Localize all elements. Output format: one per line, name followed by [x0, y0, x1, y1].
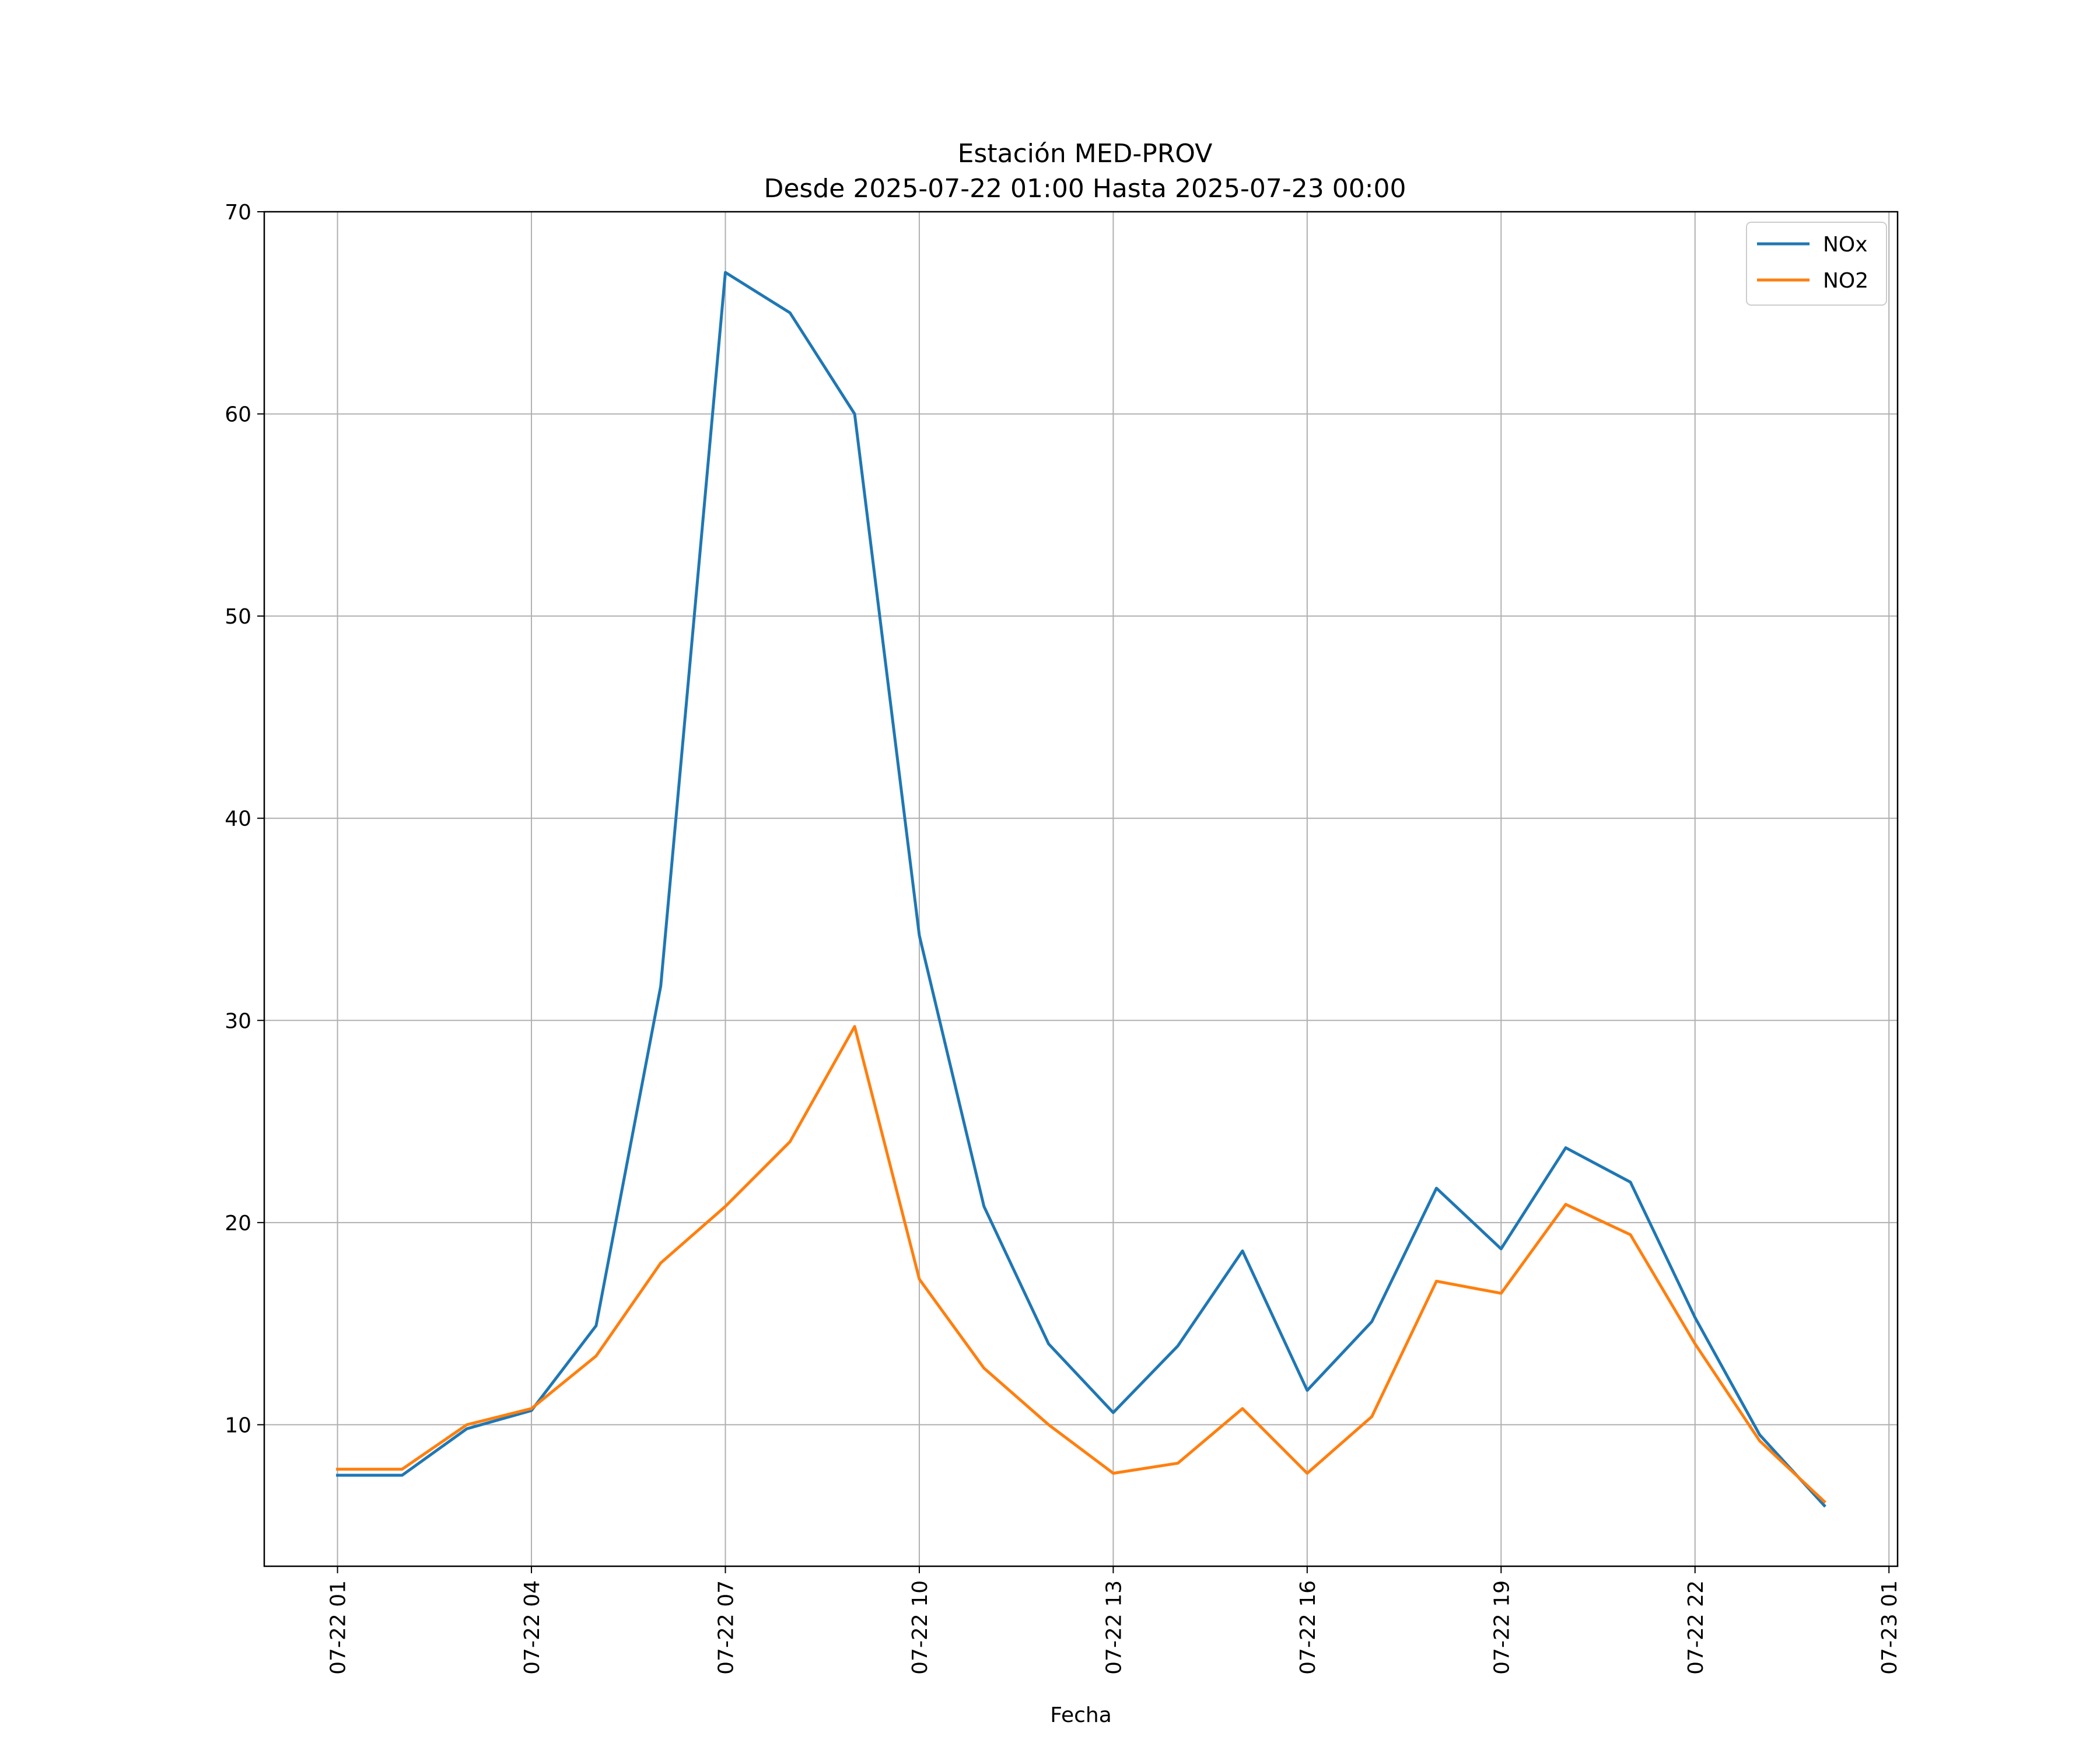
x-tick-label: 07-22 07: [715, 1580, 738, 1675]
y-tick-label: 60: [225, 403, 251, 427]
chart-subtitle: Desde 2025-07-22 01:00 Hasta 2025-07-23 …: [764, 174, 1406, 204]
series-lines: [336, 271, 1826, 1508]
legend: NOx NO2: [1746, 222, 1887, 306]
x-tick-label: 07-22 10: [908, 1580, 932, 1675]
grid: [264, 211, 1898, 1566]
legend-label: NO2: [1823, 269, 1868, 293]
plot-frame: [263, 211, 1899, 1567]
x-axis-label: Fecha: [1050, 1703, 1112, 1727]
x-tick-label: 07-22 19: [1490, 1580, 1514, 1675]
x-tick-label: 07-22 13: [1102, 1580, 1126, 1675]
series-line-nox: [336, 271, 1826, 1508]
x-axis: 07-22 01 07-22 04 07-22 07 07-22 10 07-22 13…: [327, 1566, 1902, 1675]
y-tick-label: 40: [225, 807, 251, 831]
x-tick-label: 07-22 22: [1684, 1580, 1708, 1675]
y-tick-label: 70: [225, 201, 251, 225]
legend-label: NOx: [1823, 233, 1868, 257]
y-tick-label: 50: [225, 605, 251, 629]
chart-title: Estación MED-PROV: [958, 139, 1213, 169]
x-tick-label: 07-22 01: [327, 1580, 351, 1675]
x-tick-label: 07-22 04: [520, 1580, 544, 1675]
y-axis: 10 20 30 40 50 60 70: [225, 201, 264, 1437]
x-tick-label: 07-23 01: [1878, 1580, 1902, 1675]
y-tick-label: 10: [225, 1413, 251, 1437]
y-tick-label: 30: [225, 1009, 251, 1033]
series-line-no2: [336, 1025, 1826, 1504]
y-tick-label: 20: [225, 1212, 251, 1236]
x-tick-label: 07-22 16: [1296, 1580, 1320, 1675]
